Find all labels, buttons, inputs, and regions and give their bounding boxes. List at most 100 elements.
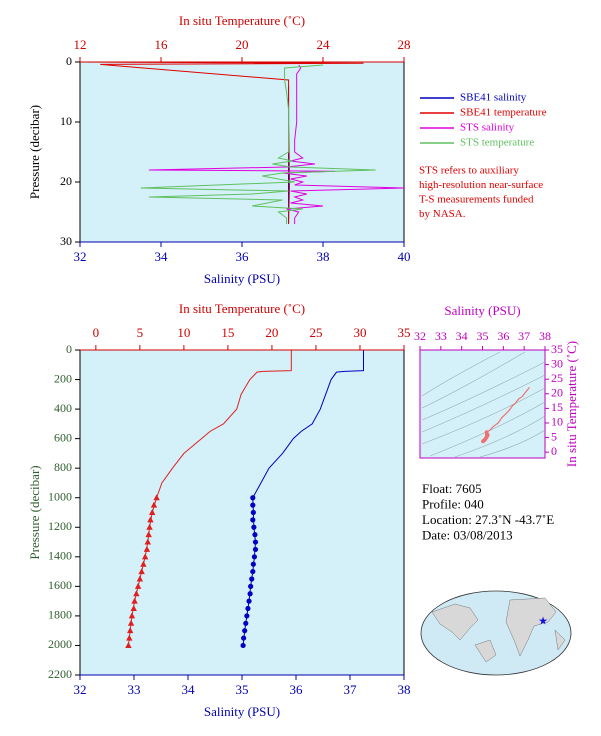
x-tick-label: 34	[182, 682, 196, 697]
circle-marker	[246, 598, 252, 604]
x2-tick-label: 25	[309, 325, 322, 340]
note-text: STS refers to auxiliary	[419, 165, 519, 177]
float-position: ★	[538, 616, 548, 628]
legend-label: STS salinity	[460, 122, 515, 134]
triangle-marker	[153, 494, 160, 501]
x-tick-label: 36	[497, 329, 509, 343]
x2-tick-label: 15	[221, 325, 234, 340]
x2-tick-label: 24	[317, 37, 331, 52]
x-tick-label: 33	[128, 682, 141, 697]
x-tick-label: 32	[74, 249, 87, 264]
y-tick-label: 30	[551, 356, 563, 370]
triangle-marker	[127, 619, 135, 626]
x2-tick-label: 35	[398, 325, 411, 340]
profile-line	[140, 64, 376, 224]
x2-tick-label: 16	[155, 37, 169, 52]
triangle-marker	[147, 516, 154, 523]
y-tick-label: 1600	[48, 578, 72, 592]
y-tick-label: 15	[551, 400, 563, 414]
triangle-marker	[130, 605, 137, 612]
float-info: Location: 27.3˚N -43.7˚E	[422, 512, 554, 527]
x2-tick-label: 30	[353, 325, 366, 340]
ts-point	[481, 439, 485, 444]
contour	[429, 401, 546, 457]
circle-marker	[243, 620, 249, 626]
triangle-marker	[125, 641, 132, 648]
y-tick-label: 35	[551, 342, 563, 356]
contour	[421, 361, 546, 421]
map-land	[431, 603, 479, 641]
y-tick-label: 10	[60, 114, 72, 128]
triangle-marker	[143, 545, 151, 552]
x2-tick-label: 5	[137, 325, 144, 340]
x2-axis-label: In situ Temperature (˚C)	[179, 13, 305, 28]
triangle-marker	[126, 627, 134, 634]
y-tick-label: 2200	[48, 667, 72, 681]
x-tick-label: 37	[344, 682, 358, 697]
legend-label: STS temperature	[460, 137, 534, 149]
circle-marker	[241, 635, 247, 641]
x-tick-label: 38	[317, 249, 330, 264]
triangle-marker	[134, 582, 142, 589]
triangle-marker	[146, 523, 153, 530]
y-tick-label: 0	[66, 342, 72, 356]
x-tick-label: 32	[414, 329, 426, 343]
x2-tick-label: 20	[236, 37, 249, 52]
contour	[421, 387, 546, 445]
x-tick-label: 35	[236, 682, 249, 697]
contour	[421, 351, 526, 409]
y-tick-label: 2000	[48, 637, 72, 651]
note-text: by NASA.	[419, 208, 466, 220]
y-axis-label: In situ Temperature (˚C)	[564, 341, 579, 467]
triangle-marker	[148, 509, 156, 515]
circle-marker	[250, 495, 256, 501]
profile-line	[148, 64, 404, 224]
note-text: T-S measurements funded	[419, 194, 534, 206]
triangle-marker	[128, 612, 136, 619]
x-tick-label: 34	[456, 329, 468, 343]
float-info: Float: 7605	[422, 481, 482, 496]
triangle-marker	[150, 501, 158, 508]
x2-tick-label: 10	[177, 325, 190, 340]
circle-marker	[252, 532, 258, 538]
x-axis-label: Salinity (PSU)	[444, 303, 520, 318]
y-tick-label: 400	[54, 401, 72, 415]
x2-tick-label: 28	[398, 37, 411, 52]
circle-marker	[248, 583, 254, 589]
x-tick-label: 34	[155, 249, 169, 264]
circle-marker	[249, 576, 255, 582]
circle-marker	[251, 554, 258, 560]
triangle-marker	[145, 531, 152, 538]
x-tick-label: 36	[236, 249, 250, 264]
x-tick-label: 37	[518, 329, 530, 343]
x2-tick-label: 12	[74, 37, 87, 52]
plot-area	[79, 349, 405, 676]
note-text: high-resolution near-surface	[419, 179, 543, 191]
circle-marker	[250, 568, 256, 575]
circle-marker	[252, 539, 259, 545]
y-tick-label: 1000	[48, 489, 72, 503]
y-axis-label: Pressure (decibar)	[27, 465, 42, 559]
y-tick-label: 5	[551, 429, 557, 443]
series-layer	[80, 61, 404, 225]
y-tick-label: 1200	[48, 519, 72, 533]
y-tick-label: 1400	[48, 549, 72, 563]
legend-label: SBE41 temperature	[460, 107, 547, 119]
triangle-marker	[140, 560, 147, 567]
y-tick-label: 0	[551, 444, 557, 458]
x-tick-label: 32	[74, 682, 87, 697]
x-axis-label: Salinity (PSU)	[204, 271, 280, 286]
y-tick-label: 30	[60, 234, 72, 248]
triangle-marker	[136, 575, 144, 582]
circle-marker	[250, 517, 256, 523]
circle-marker	[250, 561, 256, 567]
circle-marker	[250, 502, 256, 508]
y-axis-label: Pressure (decibar)	[27, 105, 42, 199]
x-tick-label: 36	[290, 682, 304, 697]
x2-axis-label: In situ Temperature (˚C)	[179, 301, 305, 316]
y-tick-label: 200	[54, 371, 72, 385]
circle-marker	[245, 605, 251, 612]
contour	[479, 429, 546, 458]
